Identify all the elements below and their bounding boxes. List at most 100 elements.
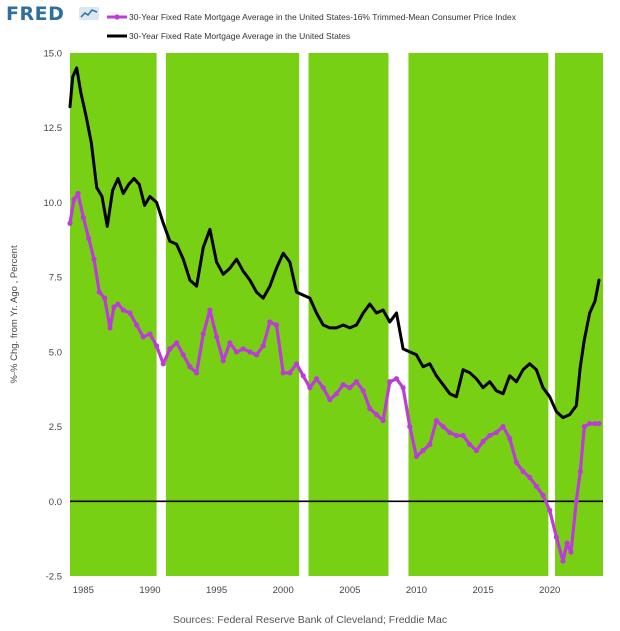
data-point-magenta — [154, 343, 160, 349]
legend-swatch-black — [107, 34, 127, 38]
data-point-magenta — [80, 214, 86, 220]
data-point-magenta — [507, 435, 513, 442]
data-point-magenta — [568, 549, 574, 555]
data-point-magenta — [527, 474, 533, 480]
data-point-magenta — [367, 406, 373, 412]
x-tick-label: 2020 — [539, 585, 560, 596]
data-point-magenta — [174, 340, 180, 346]
chart-header: FRED 30-Year Fixed Rate Mortgage Average… — [0, 0, 620, 48]
data-point-magenta — [107, 325, 113, 331]
y-tick-label: 10.0 — [44, 198, 63, 209]
data-point-magenta — [213, 334, 220, 340]
data-point-magenta — [393, 376, 400, 382]
data-point-magenta — [333, 391, 340, 397]
shaded-period-2 — [165, 53, 300, 576]
data-point-magenta — [240, 346, 246, 352]
data-point-magenta — [447, 429, 453, 436]
data-point-magenta — [373, 412, 380, 418]
data-point-magenta — [75, 190, 81, 197]
data-point-magenta — [467, 441, 473, 448]
data-point-magenta — [313, 376, 320, 382]
data-point-magenta — [407, 423, 413, 430]
data-point-magenta — [280, 370, 286, 376]
data-point-magenta — [540, 492, 546, 498]
data-point-magenta — [347, 385, 353, 391]
fred-logo[interactable]: FRED — [6, 3, 65, 25]
data-point-magenta — [193, 370, 200, 376]
data-point-magenta — [300, 373, 306, 379]
data-point-magenta — [273, 322, 280, 328]
y-tick-label: 7.5 — [49, 273, 62, 284]
data-point-magenta — [253, 352, 260, 358]
data-point-magenta — [380, 417, 386, 424]
data-point-magenta — [187, 364, 193, 370]
shaded-period-5 — [555, 53, 603, 576]
data-point-magenta — [533, 483, 539, 489]
data-point-magenta — [180, 352, 186, 358]
data-point-magenta — [564, 540, 570, 546]
data-point-magenta — [160, 361, 166, 367]
series-line-black — [68, 66, 601, 420]
source-note: Sources: Federal Reserve Bank of Clevela… — [172, 614, 448, 626]
data-point-magenta — [560, 558, 566, 564]
shaded-period-4 — [408, 53, 549, 576]
data-point-magenta — [587, 420, 593, 427]
data-point-magenta — [440, 423, 446, 430]
data-point-magenta — [307, 385, 313, 391]
data-point-magenta — [267, 319, 273, 325]
data-point-magenta — [596, 420, 602, 427]
y-tick-label: 15.0 — [44, 49, 63, 60]
y-tick-label: 5.0 — [49, 347, 62, 358]
data-point-magenta — [233, 349, 240, 355]
x-tick-label: 1990 — [139, 585, 160, 596]
data-point-magenta — [293, 361, 300, 367]
data-point-magenta — [115, 301, 121, 307]
data-point-magenta — [127, 310, 133, 316]
data-point-magenta — [220, 358, 226, 364]
data-point-magenta — [387, 379, 393, 385]
y-tick-label: 12.5 — [44, 123, 63, 134]
data-point-magenta — [147, 331, 153, 337]
y-tick-label: 2.5 — [49, 422, 62, 433]
data-point-magenta — [200, 331, 206, 337]
data-point-magenta — [102, 295, 108, 301]
data-point-magenta — [573, 498, 579, 504]
y-tick-label: -2.5 — [46, 572, 62, 583]
data-point-magenta — [111, 304, 117, 310]
data-point-magenta — [340, 382, 346, 388]
data-point-magenta — [413, 453, 420, 460]
data-point-magenta — [207, 307, 213, 313]
legend-swatch-magenta — [107, 14, 127, 20]
data-point-magenta — [247, 349, 253, 355]
data-point-magenta — [500, 423, 506, 430]
data-point-magenta — [577, 468, 583, 474]
data-point-magenta — [360, 388, 366, 394]
data-point-magenta — [592, 420, 598, 427]
legend-label-black: 30-Year Fixed Rate Mortgage Average in t… — [129, 31, 351, 41]
data-point-magenta — [96, 289, 102, 295]
data-point-magenta — [493, 429, 499, 436]
data-point-magenta — [134, 322, 140, 328]
data-point-magenta — [353, 379, 360, 385]
data-point-magenta — [480, 438, 486, 445]
data-point-magenta — [513, 459, 519, 466]
data-point-magenta — [320, 385, 326, 391]
chart-area: -2.5 0.0 2.5 5.0 7.5 10.0 12.5 15.0 1985 1990 1995… — [9, 49, 603, 596]
legend-label-magenta: 30-Year Fixed Rate Mortgage Average in t… — [129, 12, 516, 22]
shaded-period-3 — [308, 53, 389, 576]
data-point-magenta — [420, 447, 426, 454]
y-axis-label: %-% Chg. from Yr. Ago , Percent — [9, 245, 20, 384]
data-point-magenta — [91, 256, 97, 262]
data-point-magenta — [553, 534, 559, 540]
x-tick-label: 2010 — [406, 585, 427, 596]
data-point-magenta — [460, 432, 466, 439]
x-tick-label: 1985 — [73, 585, 94, 596]
data-point-magenta — [260, 343, 266, 349]
data-point-magenta — [400, 385, 406, 391]
data-point-magenta — [487, 432, 493, 439]
y-tick-label: 0.0 — [49, 497, 62, 508]
data-point-magenta — [287, 370, 293, 376]
fred-logo-graph-icon — [79, 7, 99, 20]
x-tick-label: 2000 — [273, 585, 294, 596]
data-point-magenta — [120, 307, 126, 313]
